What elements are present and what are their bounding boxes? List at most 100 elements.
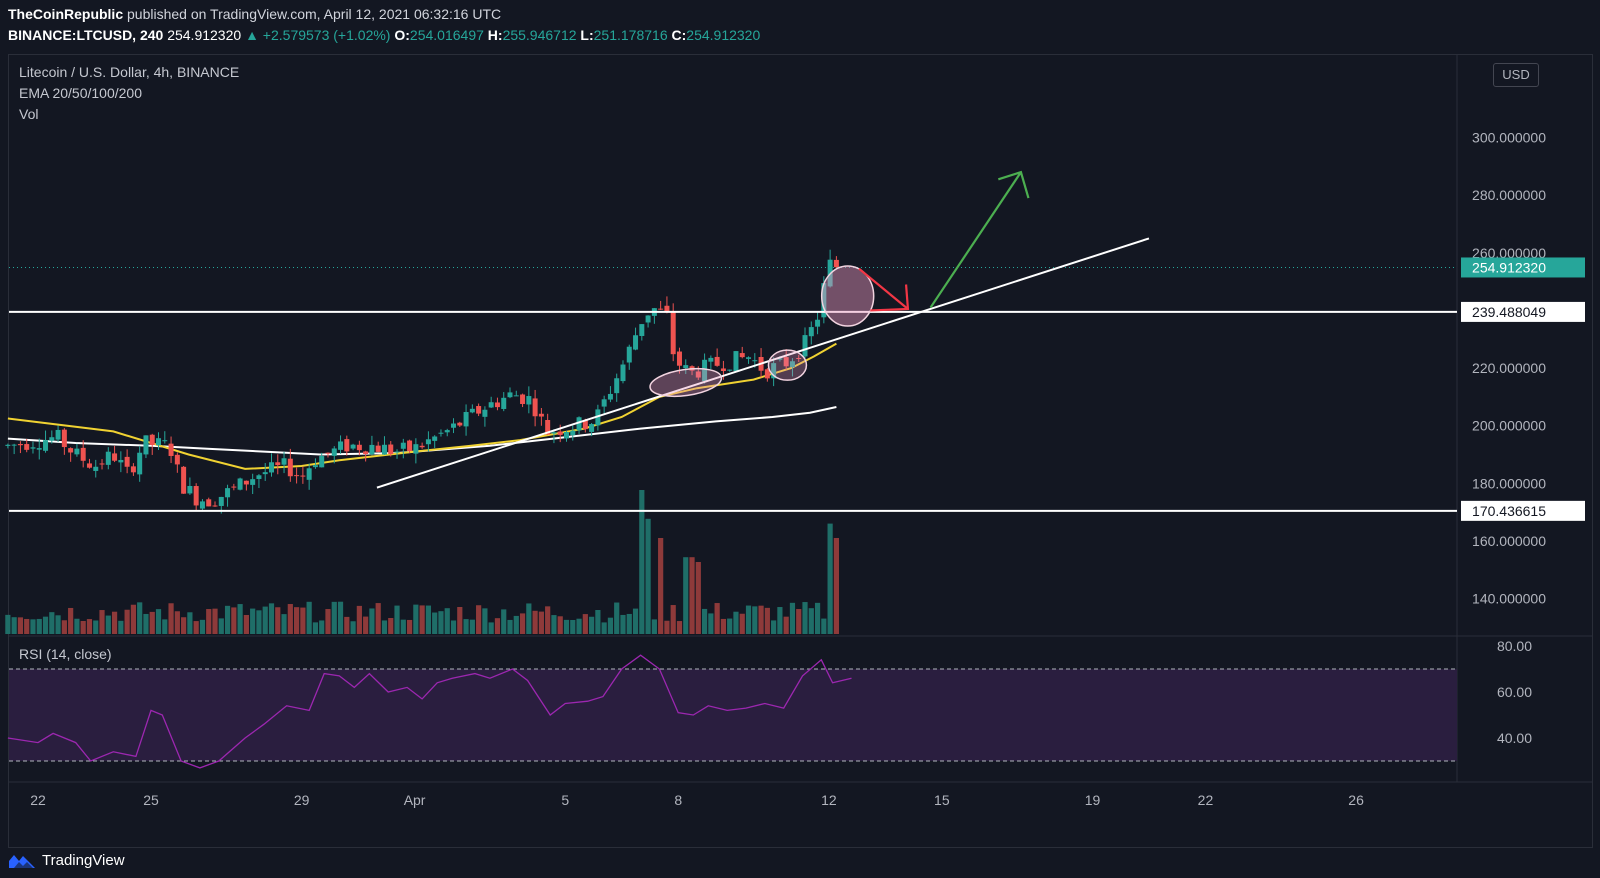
volume-bar — [607, 617, 614, 634]
candle — [532, 389, 538, 427]
candle-body — [551, 432, 557, 434]
volume-bar — [224, 605, 231, 634]
candle-body — [670, 312, 676, 355]
candle-body — [501, 397, 507, 409]
price-tick-label: 180.000000 — [1472, 475, 1546, 491]
candle — [833, 256, 839, 269]
rsi-legend[interactable]: RSI (14, close) — [19, 646, 112, 662]
candle-body — [783, 357, 789, 367]
volume-bar — [639, 490, 645, 634]
volume-bar — [689, 557, 695, 634]
candle — [187, 477, 193, 495]
volume-bar — [187, 612, 193, 634]
volume-bar — [231, 607, 237, 634]
change-text: ▲ +2.579573 (+1.02%) — [245, 27, 391, 43]
candle — [168, 436, 174, 464]
candle — [356, 440, 362, 456]
volume-bar — [118, 620, 124, 634]
candle-body — [319, 456, 325, 468]
candle — [369, 435, 375, 456]
volume-bar — [80, 620, 86, 634]
candle — [488, 396, 494, 409]
footer-brand[interactable]: TradingView — [8, 846, 125, 874]
volume-legend[interactable]: Vol — [19, 106, 39, 122]
candle — [262, 463, 268, 481]
candle-body — [752, 360, 758, 362]
candle — [526, 386, 532, 414]
candle — [457, 421, 463, 427]
candle — [162, 431, 168, 444]
volume-bar — [777, 607, 783, 634]
candle-body — [300, 475, 306, 477]
volume-bar — [714, 603, 720, 634]
candle-body — [808, 327, 814, 337]
candle-body — [218, 496, 224, 506]
candle — [156, 432, 162, 450]
candle-body — [381, 444, 387, 455]
candle — [36, 438, 42, 460]
volume-bar — [250, 608, 256, 634]
last-price-text: 254.912320 — [167, 27, 242, 43]
candle-body — [582, 420, 588, 430]
volume-bar — [218, 618, 224, 634]
candle-body — [256, 475, 262, 479]
volume-bar — [93, 620, 99, 634]
candle-body — [771, 363, 777, 379]
volume-bar — [55, 615, 61, 634]
candle — [381, 436, 387, 455]
currency-button[interactable]: USD — [1493, 63, 1539, 87]
candle — [5, 443, 11, 449]
pullback-arrow — [858, 267, 910, 312]
candle-body — [262, 472, 268, 475]
candle-body — [325, 452, 331, 454]
candle-body — [563, 432, 569, 439]
level-price-tag — [1461, 301, 1585, 322]
high-value: 255.946712 — [502, 27, 577, 43]
candle — [620, 360, 626, 384]
volume-bar — [155, 609, 162, 634]
volume-bar — [589, 616, 595, 634]
candle — [425, 431, 431, 452]
tradingview-logo-icon — [9, 855, 35, 868]
candle-body — [275, 462, 281, 466]
candle — [193, 483, 199, 511]
candle — [595, 404, 601, 431]
volume-bar — [143, 613, 149, 634]
volume-bar — [17, 617, 24, 634]
candle-body — [130, 466, 136, 473]
volume-bar — [538, 611, 544, 634]
volume-bar — [394, 605, 400, 634]
candle — [764, 367, 770, 382]
candle-body — [714, 356, 720, 366]
candle-body — [708, 357, 714, 362]
last-price-tag — [1461, 257, 1585, 278]
candle-body — [802, 335, 808, 357]
time-axis-label: 29 — [294, 792, 310, 808]
chart-legend-title[interactable]: Litecoin / U.S. Dollar, 4h, BINANCE — [19, 64, 240, 80]
volume-bar — [469, 619, 475, 634]
publisher-name[interactable]: TheCoinRepublic — [8, 6, 124, 22]
candle-body — [614, 378, 620, 394]
candle-body — [312, 465, 318, 468]
ema-legend[interactable]: EMA 20/50/100/200 — [19, 85, 142, 101]
volume-bar — [268, 603, 275, 634]
rsi-tick-label: 40.00 — [1497, 730, 1532, 746]
volume-bar — [752, 606, 758, 634]
ohlc-header: BINANCE:LTCUSD, 240 254.912320 ▲ +2.5795… — [8, 27, 760, 43]
candle — [275, 454, 281, 475]
volume-bar — [36, 618, 42, 634]
price-tick-label: 280.000000 — [1472, 187, 1546, 203]
price-tick-label: 220.000000 — [1472, 360, 1546, 376]
candle-body — [206, 499, 212, 507]
candle — [300, 466, 306, 484]
volume-bar — [676, 621, 683, 634]
candle-body — [494, 402, 500, 408]
arrow-shaft — [858, 267, 909, 310]
candle — [118, 451, 124, 473]
close-label: C: — [671, 27, 687, 43]
price-tick-label: 300.000000 — [1472, 130, 1546, 146]
candle — [683, 359, 689, 375]
volume-bar — [325, 609, 331, 634]
candle-body — [281, 458, 287, 465]
